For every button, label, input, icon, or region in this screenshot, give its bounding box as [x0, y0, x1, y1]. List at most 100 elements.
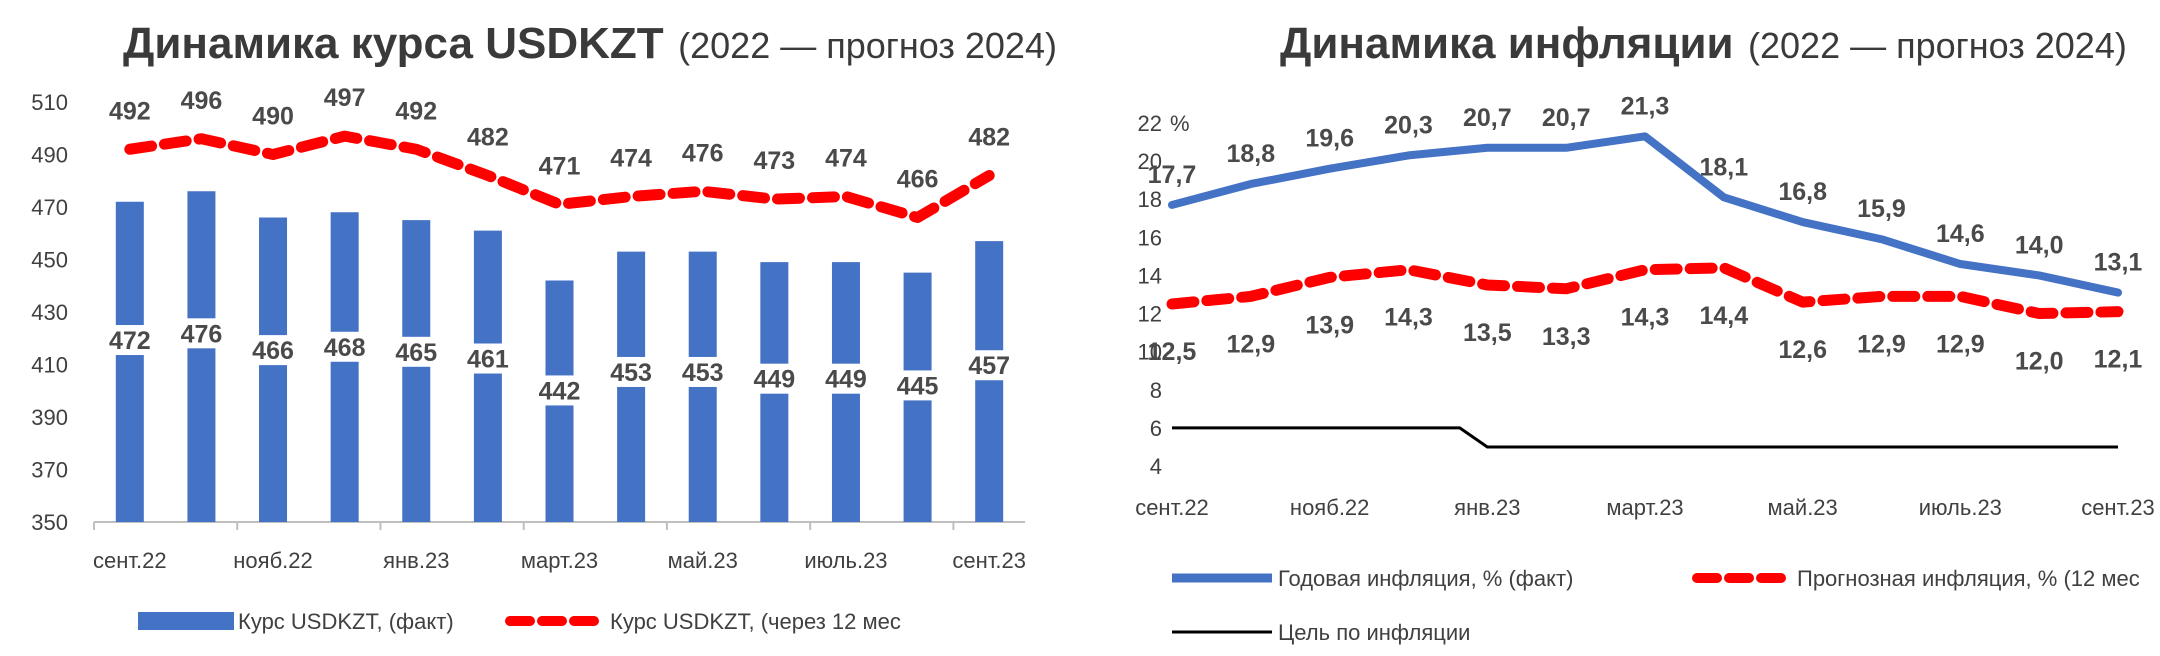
bar-label-bg — [245, 335, 302, 366]
bar — [115, 201, 144, 522]
forecast-value-label: 474 — [610, 145, 652, 173]
actual-inflation-label: 14,6 — [1936, 220, 1985, 248]
bar-value-label: 449 — [753, 366, 795, 394]
bar-label-bg — [817, 363, 874, 394]
actual-inflation-label: 18,8 — [1226, 140, 1275, 168]
actual-inflation-label: 16,8 — [1778, 178, 1827, 206]
right-x-tick-label: сент.22 — [1135, 495, 1209, 520]
forecast-inflation-line — [1166, 262, 2124, 320]
forecast-inflation-label: 12,9 — [1226, 330, 1275, 358]
bar-label-bg — [101, 325, 158, 356]
bar-value-label: 466 — [252, 337, 294, 365]
forecast-inflation-label: 12,1 — [2094, 346, 2143, 374]
bar-value-label: 449 — [825, 366, 867, 394]
bar-label-bg — [961, 350, 1018, 381]
forecast-inflation-label: 12,6 — [1778, 336, 1827, 364]
right-y-tick: 18 — [1138, 187, 1162, 212]
forecast-inflation-label: 13,5 — [1463, 319, 1512, 347]
forecast-value-label: 497 — [324, 84, 366, 112]
forecast-value-label: 466 — [897, 166, 939, 194]
bar-value-label: 476 — [181, 320, 223, 348]
bar-label-bg — [746, 363, 803, 394]
bar-value-label: 442 — [539, 377, 581, 405]
bar-value-label: 472 — [109, 327, 151, 355]
actual-inflation-label: 20,3 — [1384, 111, 1433, 139]
bar-label-bg — [388, 336, 445, 367]
forecast-inflation-label: 12,9 — [1936, 330, 1985, 358]
bar-value-label: 445 — [897, 372, 939, 400]
left-x-tick-label: нояб.22 — [233, 548, 312, 573]
right-x-tick-label: март.23 — [1606, 495, 1683, 520]
forecast-line — [124, 130, 995, 223]
bar-label-bg — [459, 343, 516, 374]
forecast-value-label: 471 — [539, 152, 581, 180]
bar — [259, 217, 288, 522]
bar-label-bg — [316, 331, 373, 362]
right-y-tick: 14 — [1138, 263, 1162, 288]
forecast-value-label: 473 — [753, 147, 795, 175]
bar-label-bg — [531, 375, 588, 406]
left-y-tick: 350 — [31, 510, 68, 535]
right-x-tick-label: июль.23 — [1919, 495, 2002, 520]
left-y-tick: 390 — [31, 405, 68, 430]
right-y-tick: 10 — [1138, 340, 1162, 365]
bar — [330, 212, 359, 522]
forecast-value-label: 490 — [252, 103, 294, 131]
left-y-tick: 410 — [31, 353, 68, 378]
left-chart: 350 370 390 410 430 450 470 490 510 сент.22 нояб.2… — [31, 84, 1026, 573]
legend-label-bars: Курс USDKZT, (факт) — [238, 609, 454, 634]
forecast-value-label: 482 — [467, 124, 509, 152]
forecast-inflation-label: 13,3 — [1542, 323, 1591, 351]
left-chart-title: Динамика курса USDKZT (2022 — прогноз 20… — [123, 19, 1057, 68]
left-title-main: Динамика курса USDKZT — [123, 19, 664, 68]
target-line — [1172, 426, 2118, 449]
forecast-value-label: 482 — [968, 124, 1010, 152]
right-x-tick-label: нояб.22 — [1290, 495, 1369, 520]
right-y-tick: 8 — [1150, 378, 1162, 403]
bar-label-bg — [603, 356, 660, 387]
bar-value-label: 453 — [610, 359, 652, 387]
left-y-tick: 490 — [31, 143, 68, 168]
bar — [975, 241, 1004, 522]
bar-label-bg — [173, 318, 230, 349]
left-x-tick-label: май.23 — [668, 548, 738, 573]
actual-inflation-label: 20,7 — [1542, 104, 1591, 132]
forecast-inflation-label: 12,0 — [2015, 348, 2064, 376]
left-x-tick-label: сент.23 — [952, 548, 1026, 573]
legend-swatch-bars — [138, 612, 234, 630]
bar — [473, 230, 502, 522]
actual-inflation-line — [1168, 132, 2122, 297]
bar-label-bg — [889, 370, 946, 401]
bar-value-label: 453 — [682, 359, 724, 387]
legend-label-forecast-inflation: Прогнозная инфляция, % (12 мес — [1797, 566, 2140, 591]
forecast-value-label: 474 — [825, 145, 867, 173]
actual-inflation-label: 20,7 — [1463, 104, 1512, 132]
bar-value-label: 457 — [968, 352, 1010, 380]
right-y-tick: 12 — [1138, 302, 1162, 327]
left-legend: Курс USDKZT, (факт) Курс USDKZT, (через … — [138, 609, 901, 634]
actual-inflation-label: 18,1 — [1699, 153, 1748, 181]
right-chart: 4 6 8 10 12 14 16 18 20 22 % сент.22 нояб.22 янв.23 ма… — [1135, 92, 2155, 520]
left-title-sub: (2022 — прогноз 2024) — [678, 25, 1057, 66]
forecast-inflation-label: 13,9 — [1305, 311, 1354, 339]
bar-label-bg — [674, 356, 731, 387]
right-y-tick: 22 — [1138, 111, 1162, 136]
left-y-tick: 450 — [31, 248, 68, 273]
right-x-tick-label: май.23 — [1768, 495, 1838, 520]
bar — [187, 191, 216, 522]
left-x-tick-label: июль.23 — [804, 548, 887, 573]
left-x-tick-label: март.23 — [521, 548, 598, 573]
forecast-value-label: 492 — [109, 97, 151, 125]
right-y-unit: % — [1170, 111, 1190, 136]
right-y-tick: 4 — [1150, 454, 1162, 479]
legend-label-dashed: Курс USDKZT, (через 12 мес — [610, 609, 901, 634]
forecast-inflation-label: 14,3 — [1384, 304, 1433, 332]
bar-value-label: 465 — [395, 339, 437, 367]
forecast-inflation-label: 12,9 — [1857, 330, 1906, 358]
forecast-inflation-label: 14,3 — [1621, 304, 1670, 332]
actual-inflation-label: 14,0 — [2015, 231, 2064, 259]
forecast-value-label: 492 — [395, 97, 437, 125]
right-y-tick: 6 — [1150, 416, 1162, 441]
right-y-tick: 20 — [1138, 149, 1162, 174]
actual-inflation-label: 19,6 — [1305, 125, 1354, 153]
